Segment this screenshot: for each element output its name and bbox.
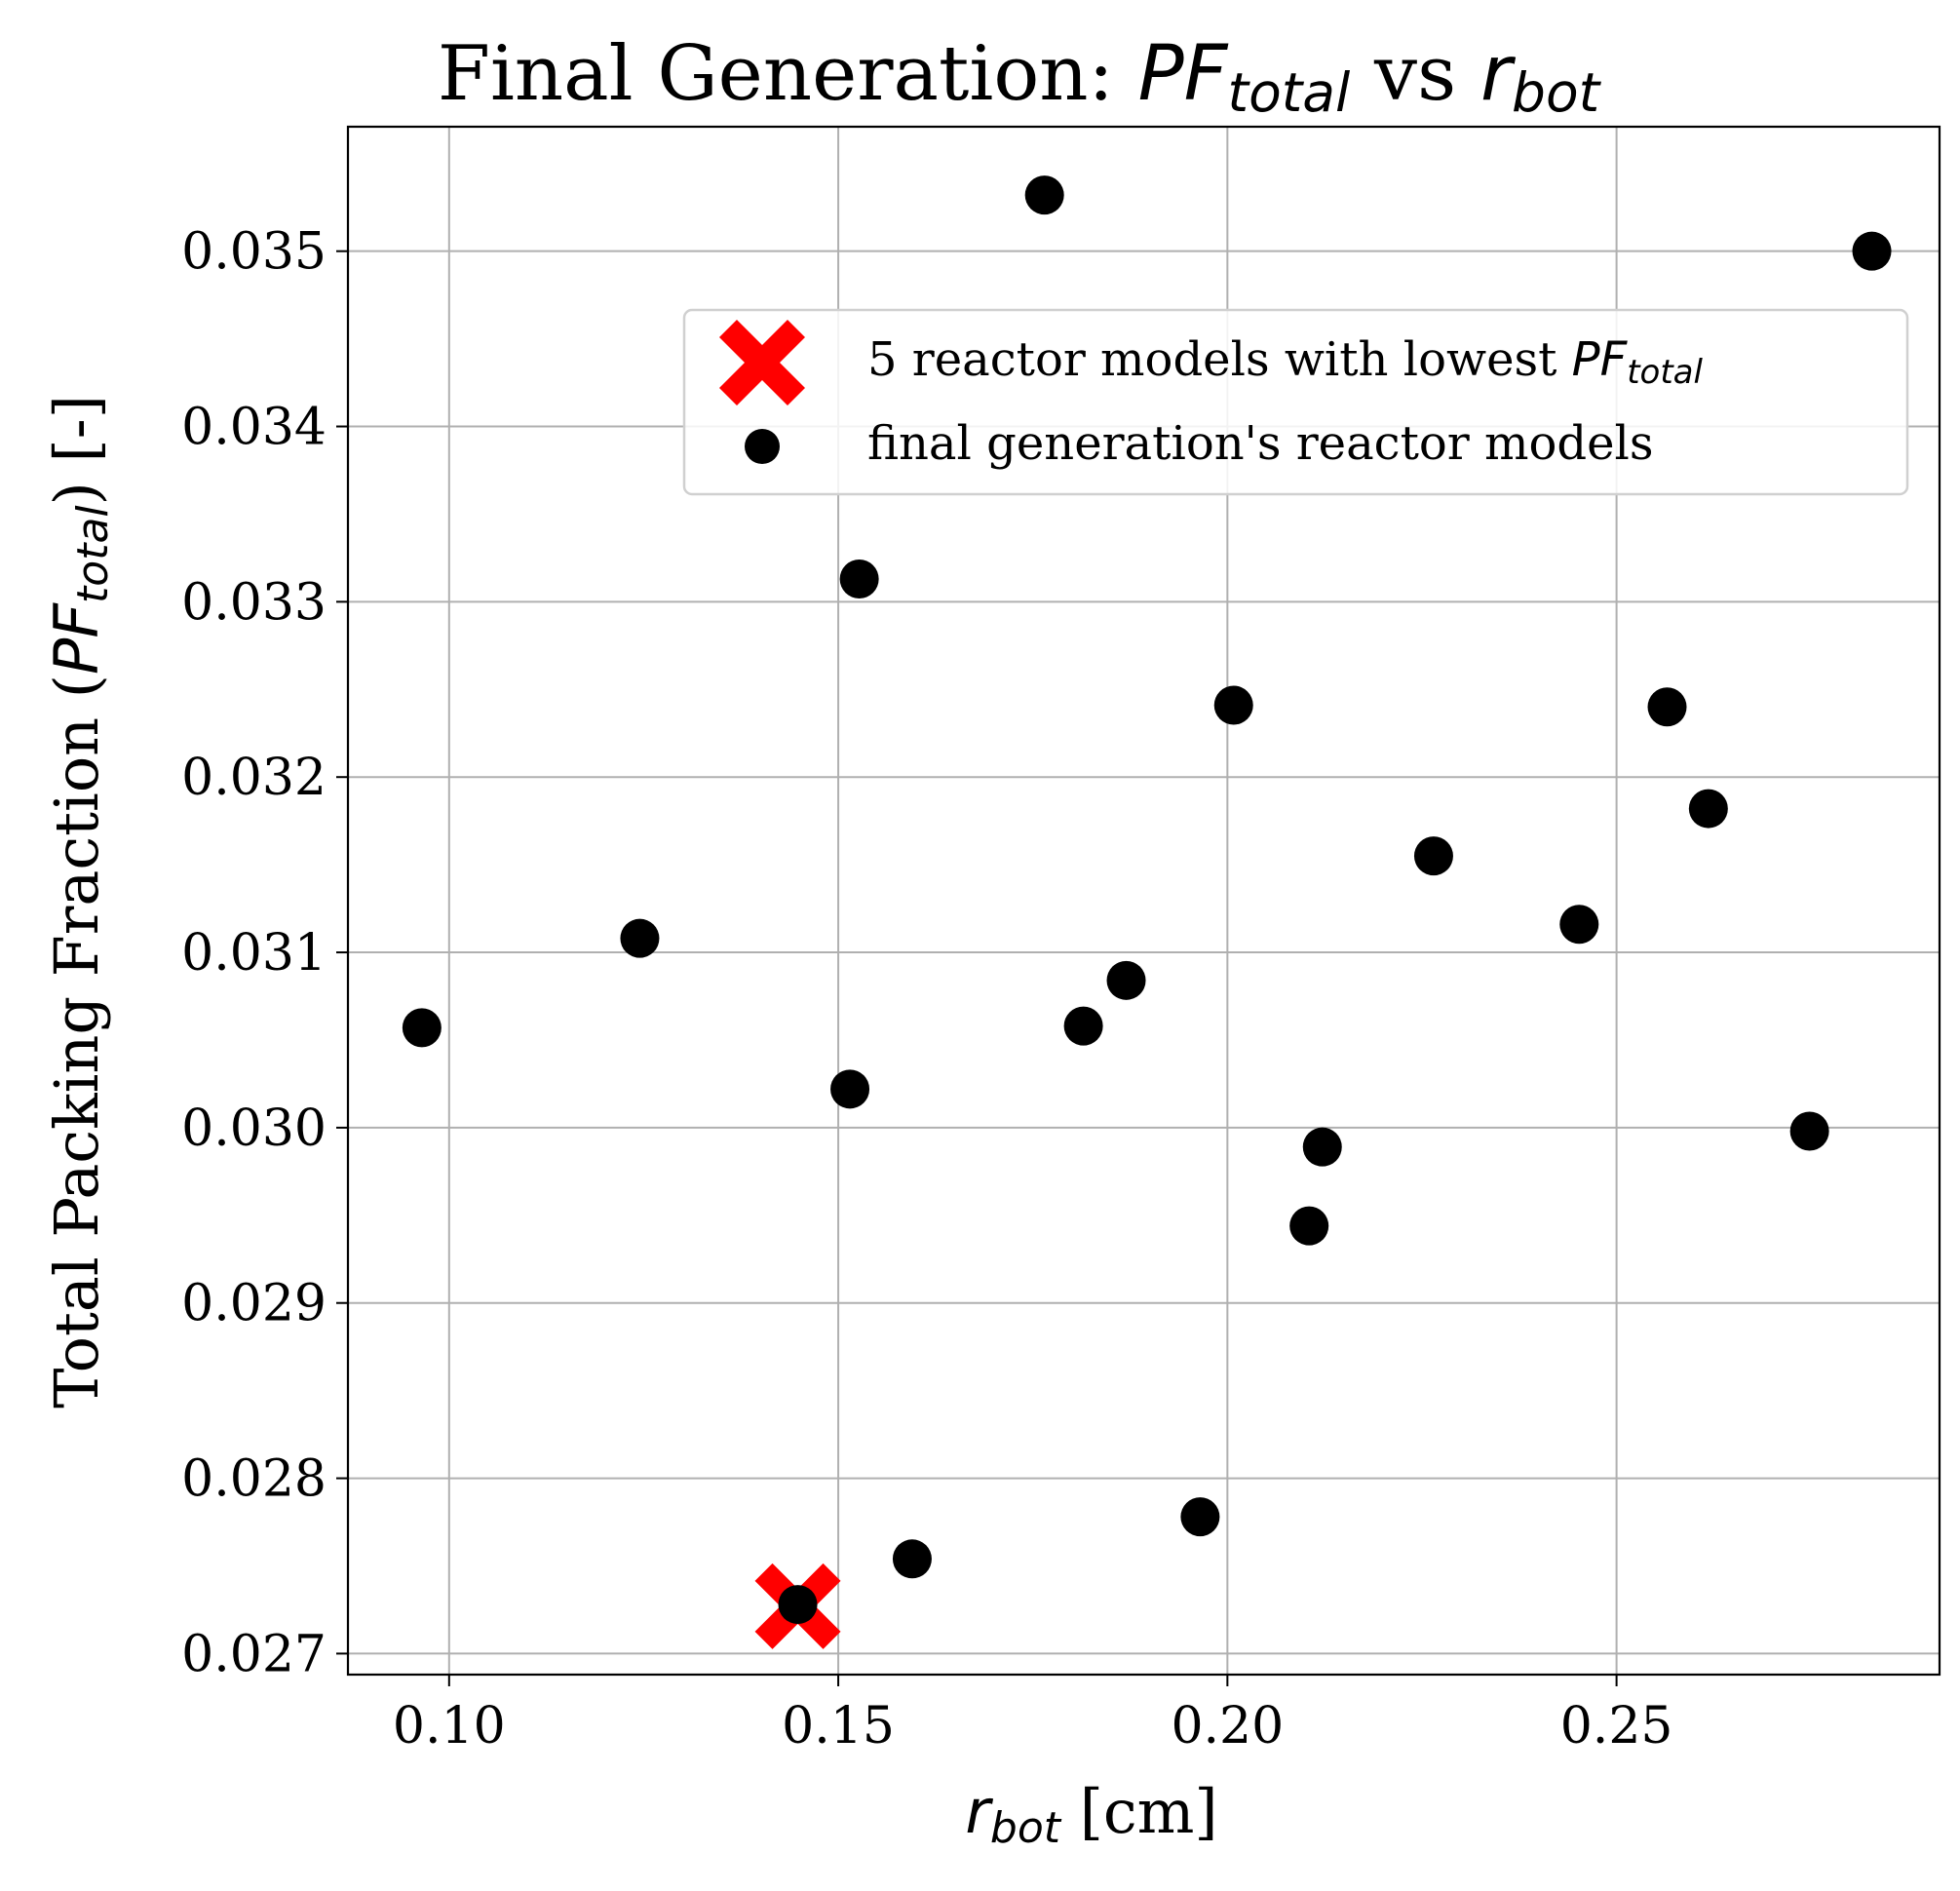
title-var1-sub: total	[1228, 61, 1351, 124]
reactor-model-point	[1852, 231, 1892, 271]
x-tick-label: 0.10	[393, 1697, 506, 1756]
ylabel-suffix: ) [-]	[41, 395, 112, 505]
legend-label-lowest-var: PF	[1572, 332, 1629, 387]
ylabel-sub: total	[68, 505, 118, 603]
reactor-model-point	[1063, 1006, 1103, 1046]
y-tick-label: 0.032	[181, 749, 327, 807]
reactor-model-point	[1213, 685, 1253, 725]
x-axis-label: rbot [cm]	[965, 1776, 1217, 1853]
x-tick-label: 0.20	[1171, 1697, 1284, 1756]
title-var2-sub: bot	[1512, 61, 1602, 124]
y-tick-label: 0.034	[181, 399, 327, 457]
y-tick-label: 0.033	[181, 573, 327, 632]
y-tick-label: 0.028	[181, 1450, 327, 1509]
legend: 5 reactor models with lowest PFtotal fin…	[682, 308, 1909, 496]
reactor-model-point	[1789, 1111, 1829, 1151]
title-mid: vs	[1350, 30, 1480, 118]
reactor-model-point	[1413, 836, 1453, 876]
xlabel-var: r	[965, 1776, 993, 1847]
x-tick-label: 0.25	[1560, 1697, 1673, 1756]
y-axis-label: Total Packing Fraction (PFtotal) [-]	[41, 395, 118, 1409]
data-points	[402, 175, 1892, 1649]
legend-label-final-text: final generation's reactor models	[867, 416, 1653, 471]
reactor-model-point	[778, 1585, 818, 1625]
ylabel-prefix: Total Packing Fraction (	[41, 675, 112, 1409]
xlabel-sub: bot	[990, 1803, 1062, 1853]
reactor-model-point	[1180, 1497, 1220, 1537]
axis-ticks: 0.10 0.15 0.20 0.25 0.027 0.028 0.029 0.030 0.03…	[181, 223, 1672, 1756]
reactor-model-point	[1559, 905, 1599, 945]
title-var2: r	[1480, 30, 1517, 118]
legend-box	[682, 308, 1909, 496]
y-tick-label: 0.027	[181, 1625, 327, 1683]
legend-label-lowest: 5 reactor models with lowest PFtotal	[867, 332, 1704, 392]
legend-marker-circle	[745, 429, 780, 464]
reactor-model-point	[1289, 1206, 1329, 1246]
title-var1: PF	[1138, 30, 1229, 118]
legend-marker-x	[719, 320, 805, 405]
reactor-model-point	[892, 1539, 932, 1579]
reactor-model-point	[1302, 1127, 1342, 1167]
title-prefix: Final Generation:	[438, 30, 1138, 118]
ylabel-var: PF	[41, 602, 112, 675]
reactor-model-point	[402, 1008, 442, 1048]
reactor-model-point	[1688, 789, 1728, 829]
reactor-model-point	[620, 918, 660, 958]
y-tick-label: 0.030	[181, 1100, 327, 1158]
reactor-model-point	[830, 1069, 870, 1109]
chart-title: Final Generation: PFtotal vs rbot	[438, 30, 1602, 124]
reactor-model-point	[1106, 960, 1146, 1000]
x-tick-label: 0.15	[782, 1697, 895, 1756]
reactor-model-point	[839, 559, 879, 598]
y-tick-label: 0.029	[181, 1275, 327, 1333]
legend-label-final: final generation's reactor models	[867, 416, 1653, 471]
y-tick-label: 0.031	[181, 924, 327, 983]
xlabel-unit: [cm]	[1060, 1776, 1218, 1847]
legend-label-lowest-text: 5 reactor models with lowest	[867, 332, 1572, 387]
y-tick-label: 0.035	[181, 223, 327, 282]
plot-frame	[346, 125, 1941, 1677]
reactor-model-point	[1024, 175, 1064, 215]
reactor-model-point	[1647, 687, 1687, 727]
legend-label-lowest-sub: total	[1627, 353, 1703, 392]
